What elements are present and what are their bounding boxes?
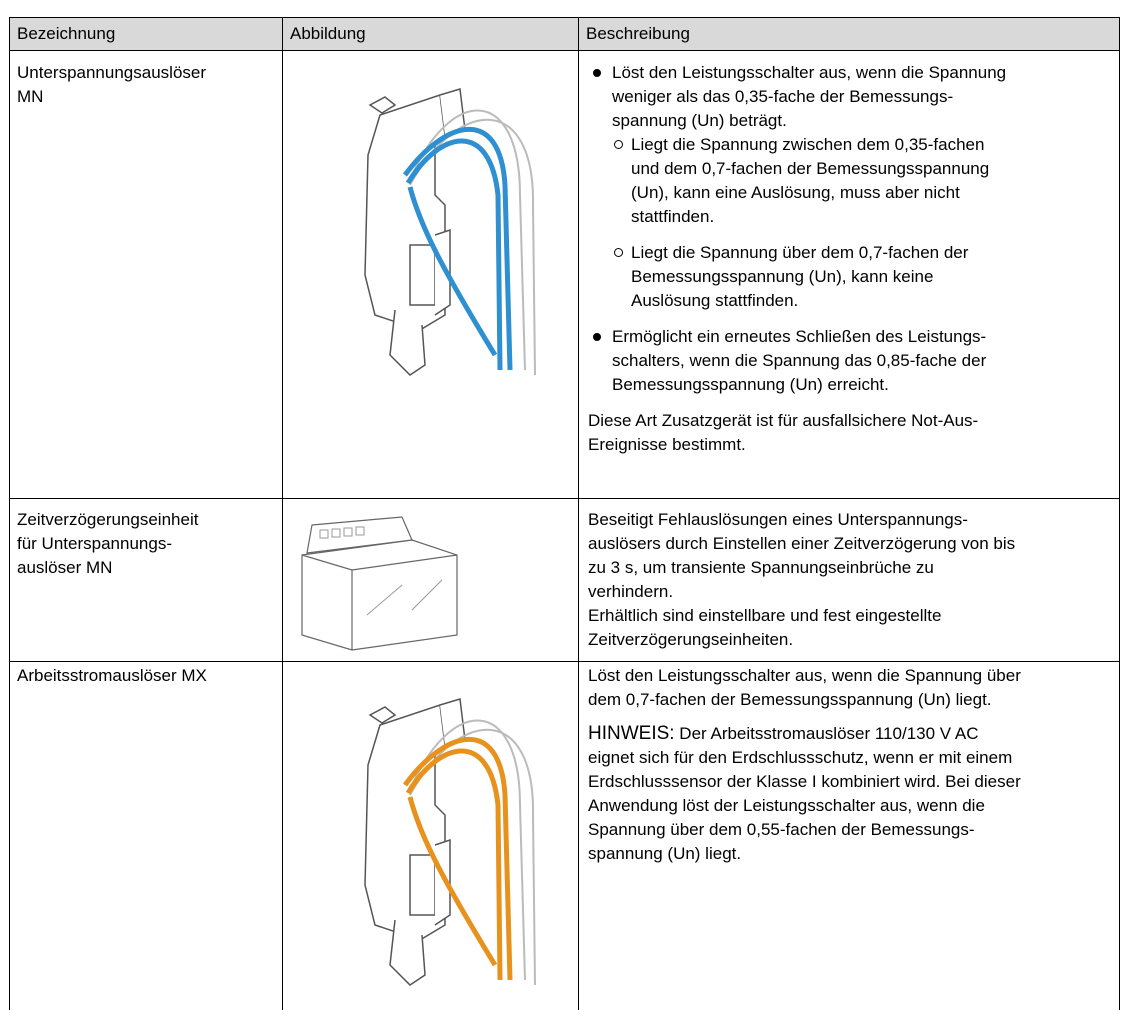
text-line: spannung (Un) liegt. <box>588 844 742 863</box>
text-line: schalters, wenn die Spannung das 0,85-fa… <box>612 351 987 370</box>
text-line: und dem 0,7-fachen der Bemessungsspannun… <box>631 159 990 178</box>
hinweis-line: Der Arbeitsstromauslöser 110/130 V AC <box>679 724 979 743</box>
bullet: Ermöglicht ein erneutes Schließen des Le… <box>588 325 1113 397</box>
header-cell: Bezeichnung <box>17 24 116 43</box>
text-line: Arbeitsstromauslöser MX <box>17 666 207 685</box>
header-cell: Beschreibung <box>586 24 690 43</box>
text-line: Erdschlusssensor der Klasse I kombiniert… <box>588 772 1021 791</box>
text-line: Ermöglicht ein erneutes Schließen des Le… <box>612 327 987 346</box>
text-line: Bemessungsspannung (Un), kann keine <box>631 267 934 286</box>
text-line: Beseitigt Fehlauslösungen eines Unterspa… <box>588 510 968 529</box>
text-line: Liegt die Spannung zwischen dem 0,35-fac… <box>631 135 985 154</box>
description: Löst den Leistungsschalter aus, wenn die… <box>588 61 1113 457</box>
bullet-text: Ermöglicht ein erneutes Schließen des Le… <box>612 325 1113 397</box>
row-border <box>9 661 1120 662</box>
text-line: spannung (Un) beträgt. <box>612 111 787 130</box>
border <box>578 17 579 1010</box>
text-line: MN <box>17 87 44 106</box>
header-row <box>9 17 1119 51</box>
text-line: auslöser MN <box>17 558 113 577</box>
text-line: Auslösung stattfinden. <box>631 291 799 310</box>
row-name: Zeitverzögerungseinheit für Unterspannung… <box>17 508 198 580</box>
text-line: verhindern. <box>588 582 674 601</box>
row-name: Unterspannungsauslöser MN <box>17 61 206 109</box>
text-line: auslösers durch Einstellen einer Zeitver… <box>588 534 1016 553</box>
text-line: Ereignisse bestimmt. <box>588 435 746 454</box>
border <box>282 17 283 1010</box>
hinweis-label: HINWEIS: <box>588 723 675 744</box>
hinweis: HINWEIS: Der Arbeitsstromauslöser 110/13… <box>588 722 1113 866</box>
text-line: Unterspannungsauslöser <box>17 63 207 82</box>
sub-bullet: Liegt die Spannung über dem 0,7-fachen d… <box>612 241 1113 313</box>
illustration <box>364 698 536 986</box>
border <box>1119 17 1120 1010</box>
text-line: Zeitverzögerungseinheit <box>17 510 199 529</box>
paragraph: Erhältlich sind einstellbare und fest ei… <box>588 604 1113 652</box>
text-line: dem 0,7-fachen der Bemessungsspannung (U… <box>588 690 992 709</box>
bullet-text: Löst den Leistungsschalter aus, wenn die… <box>612 61 1113 133</box>
text-line: (Un), kann eine Auslösung, muss aber nic… <box>631 183 960 202</box>
text-line: stattfinden. <box>631 207 715 226</box>
row-name: Arbeitsstromauslöser MX <box>17 664 207 688</box>
text-line: Liegt die Spannung über dem 0,7-fachen d… <box>631 243 969 262</box>
text-line: Erhältlich sind einstellbare und fest ei… <box>588 606 942 625</box>
bullet: Löst den Leistungsschalter aus, wenn die… <box>588 61 1113 313</box>
text-line: Bemessungsspannung (Un) erreicht. <box>612 375 889 394</box>
text-line: weniger als das 0,35-fache der Bemessung… <box>612 87 954 106</box>
header-cell: Abbildung <box>290 24 366 43</box>
description: Löst den Leistungsschalter aus, wenn die… <box>588 664 1113 866</box>
note: Diese Art Zusatzgerät ist für ausfallsic… <box>588 409 1113 457</box>
sub-bullet: Liegt die Spannung zwischen dem 0,35-fac… <box>612 133 1113 229</box>
text-line: Zeitverzögerungseinheiten. <box>588 630 794 649</box>
description: Beseitigt Fehlauslösungen eines Unterspa… <box>588 508 1113 652</box>
text-line: Löst den Leistungsschalter aus, wenn die… <box>588 666 1021 685</box>
illustration <box>364 88 536 376</box>
text-line: für Unterspannungs- <box>17 534 172 553</box>
text-line: Diese Art Zusatzgerät ist für ausfallsic… <box>588 411 979 430</box>
text-line: Spannung über dem 0,55-fachen der Bemess… <box>588 820 975 839</box>
paragraph: Löst den Leistungsschalter aus, wenn die… <box>588 664 1113 712</box>
paragraph: Beseitigt Fehlauslösungen eines Unterspa… <box>588 508 1113 604</box>
text-line: zu 3 s, um transiente Spannungseinbrüche… <box>588 558 934 577</box>
text-line: Löst den Leistungsschalter aus, wenn die… <box>612 63 1007 82</box>
border <box>9 17 10 1010</box>
text-line: eignet sich für den Erdschlussschutz, we… <box>588 748 1013 767</box>
text-line: Anwendung löst der Leistungsschalter aus… <box>588 796 985 815</box>
row-border <box>9 498 1120 499</box>
illustration <box>301 516 458 651</box>
